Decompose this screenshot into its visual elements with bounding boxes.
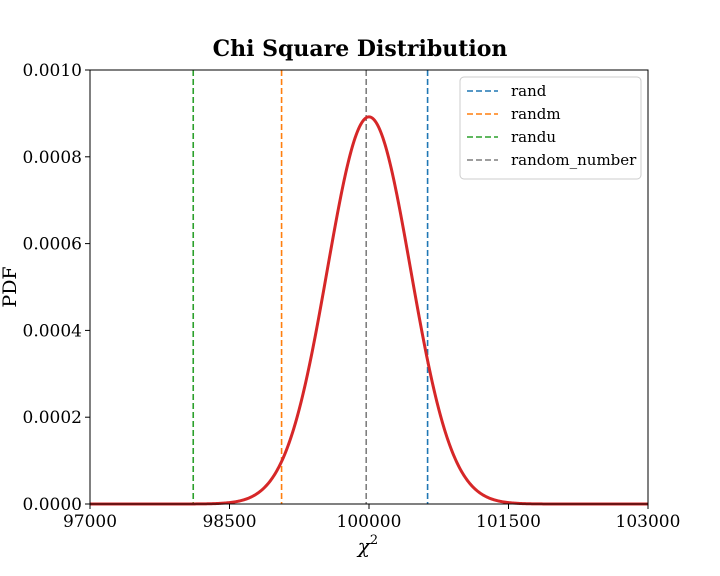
y-tick-label: 0.0000 xyxy=(23,495,82,515)
legend-label-rand: rand xyxy=(511,82,547,100)
x-tick-label: 98500 xyxy=(202,512,256,532)
x-tick-label: 97000 xyxy=(63,512,117,532)
x-axis-label: χ2 xyxy=(356,533,378,558)
chart-title: Chi Square Distribution xyxy=(213,36,508,62)
legend-label-random_number: random_number xyxy=(511,151,637,169)
x-axis: 97000 98500 100000 101500 103000 xyxy=(63,504,681,532)
y-tick-label: 0.0004 xyxy=(23,321,82,341)
legend: rand randm randu random_number xyxy=(459,76,642,180)
legend-label-randm: randm xyxy=(511,105,561,123)
y-axis-label: PDF xyxy=(0,266,21,307)
y-tick-label: 0.0002 xyxy=(23,408,82,428)
y-tick-label: 0.0006 xyxy=(23,235,82,255)
x-axis-label-superscript: 2 xyxy=(370,533,378,548)
legend-label-randu: randu xyxy=(511,128,556,146)
y-tick-label: 0.0008 xyxy=(23,148,82,168)
x-tick-label: 100000 xyxy=(337,512,402,532)
x-tick-label: 103000 xyxy=(616,512,681,532)
x-tick-label: 101500 xyxy=(476,512,541,532)
y-axis: 0.0000 0.0002 0.0004 0.0006 0.0008 0.0010 xyxy=(23,61,90,515)
y-tick-label: 0.0010 xyxy=(23,61,82,81)
legend-box xyxy=(459,76,642,180)
x-axis-label-base: χ xyxy=(356,534,372,558)
